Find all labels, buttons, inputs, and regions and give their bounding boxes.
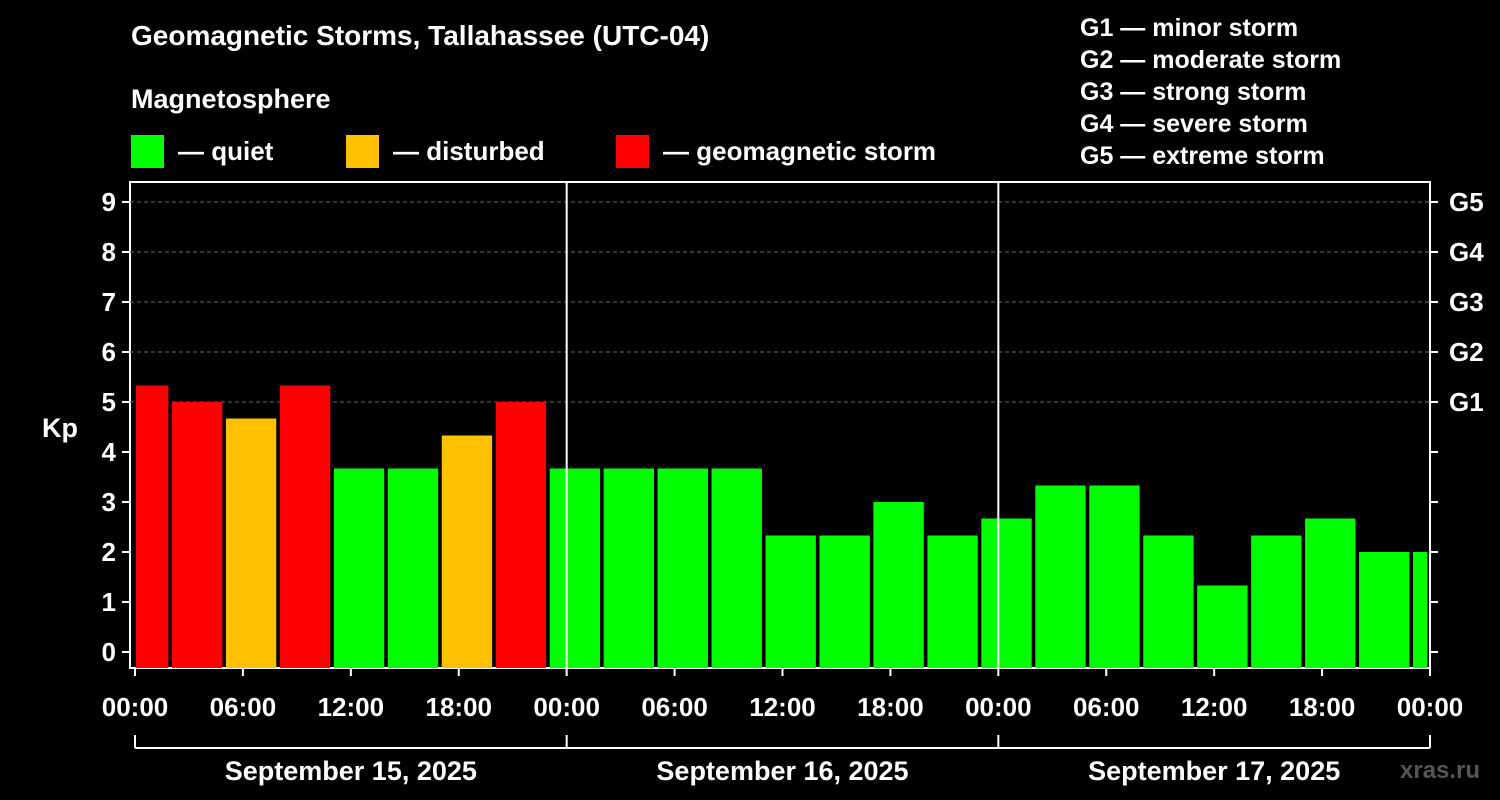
storm-scale-g2: G2 — moderate storm [1080, 46, 1342, 74]
right-tick-label: G1 [1449, 387, 1484, 417]
x-tick-label: 06:00 [210, 692, 277, 722]
kp-bar [1359, 552, 1410, 668]
x-tick-label: 12:00 [1181, 692, 1248, 722]
x-tick-label: 12:00 [749, 692, 816, 722]
storm-scale-g4: G4 — severe storm [1080, 110, 1308, 138]
kp-bar [981, 518, 1032, 668]
kp-bar [927, 535, 978, 668]
kp-bar [1143, 535, 1194, 668]
watermark: xras.ru [1400, 757, 1481, 784]
y-tick-label: 2 [102, 537, 116, 567]
kp-bar [441, 435, 493, 668]
y-tick-label: 9 [102, 187, 116, 217]
right-tick-label: G5 [1449, 187, 1484, 217]
kp-bar [1413, 552, 1428, 668]
kp-bar [1251, 535, 1302, 668]
kp-bar [387, 468, 439, 668]
chart-title: Geomagnetic Storms, Tallahassee (UTC-04) [131, 20, 710, 51]
legend-item-quiet: — quiet [131, 134, 273, 168]
x-tick-label: 18:00 [1289, 692, 1356, 722]
day-label: September 16, 2025 [656, 756, 908, 786]
legend-label-disturbed: — disturbed [393, 135, 545, 166]
kp-bar [1197, 585, 1248, 668]
y-tick-label: 7 [102, 287, 116, 317]
kp-bar [1089, 485, 1140, 668]
kp-bar [1035, 485, 1086, 668]
x-tick-label: 00:00 [965, 692, 1032, 722]
x-tick-label: 06:00 [1073, 692, 1140, 722]
day-label: September 17, 2025 [1088, 756, 1340, 786]
legend-item-storm: — geomagnetic storm [616, 134, 936, 168]
x-tick-label: 18:00 [857, 692, 924, 722]
kp-bar [333, 468, 385, 668]
kp-bar [136, 385, 169, 668]
y-tick-label: 0 [102, 637, 116, 667]
kp-bar [873, 502, 924, 668]
right-tick-label: G4 [1449, 237, 1484, 267]
y-tick-label: 8 [102, 237, 116, 267]
x-tick-label: 00:00 [102, 692, 169, 722]
kp-bar [657, 468, 708, 668]
kp-bar [171, 402, 223, 668]
day-label: September 15, 2025 [225, 756, 477, 786]
y-tick-label: 6 [102, 337, 116, 367]
legend-swatch-disturbed [346, 134, 379, 168]
kp-bar [711, 468, 762, 668]
x-tick-label: 18:00 [426, 692, 493, 722]
x-tick-label: 00:00 [533, 692, 600, 722]
kp-bar [549, 468, 601, 668]
x-tick-label: 12:00 [318, 692, 385, 722]
kp-bar [1305, 518, 1356, 668]
y-axis-label: Kp [42, 413, 78, 443]
storm-scale-g5: G5 — extreme storm [1080, 142, 1325, 170]
kp-bar [765, 535, 816, 668]
kp-bar [225, 418, 277, 668]
kp-bar [495, 402, 547, 668]
storm-scale-g1: G1 — minor storm [1080, 14, 1299, 42]
storm-scale-legend: G1 — minor storm G2 — moderate storm G3 … [1080, 12, 1341, 172]
y-tick-label: 1 [102, 587, 116, 617]
storm-scale-g3: G3 — strong storm [1080, 78, 1307, 106]
y-tick-label: 4 [102, 437, 117, 467]
legend-item-disturbed: — disturbed [346, 134, 545, 168]
y-tick-label: 5 [102, 387, 116, 417]
legend-heading: Magnetosphere [131, 84, 331, 114]
kp-bar [279, 385, 331, 668]
kp-bar [819, 535, 870, 668]
legend-swatch-storm [616, 134, 649, 168]
right-tick-label: G3 [1449, 287, 1484, 317]
x-tick-label: 06:00 [641, 692, 708, 722]
right-tick-label: G2 [1449, 337, 1484, 367]
kp-bar [603, 468, 654, 668]
x-tick-label: 00:00 [1397, 692, 1464, 722]
legend-label-storm: — geomagnetic storm [663, 135, 937, 166]
legend-label-quiet: — quiet [178, 135, 274, 166]
y-tick-label: 3 [102, 487, 116, 517]
legend-swatch-quiet [131, 134, 164, 168]
